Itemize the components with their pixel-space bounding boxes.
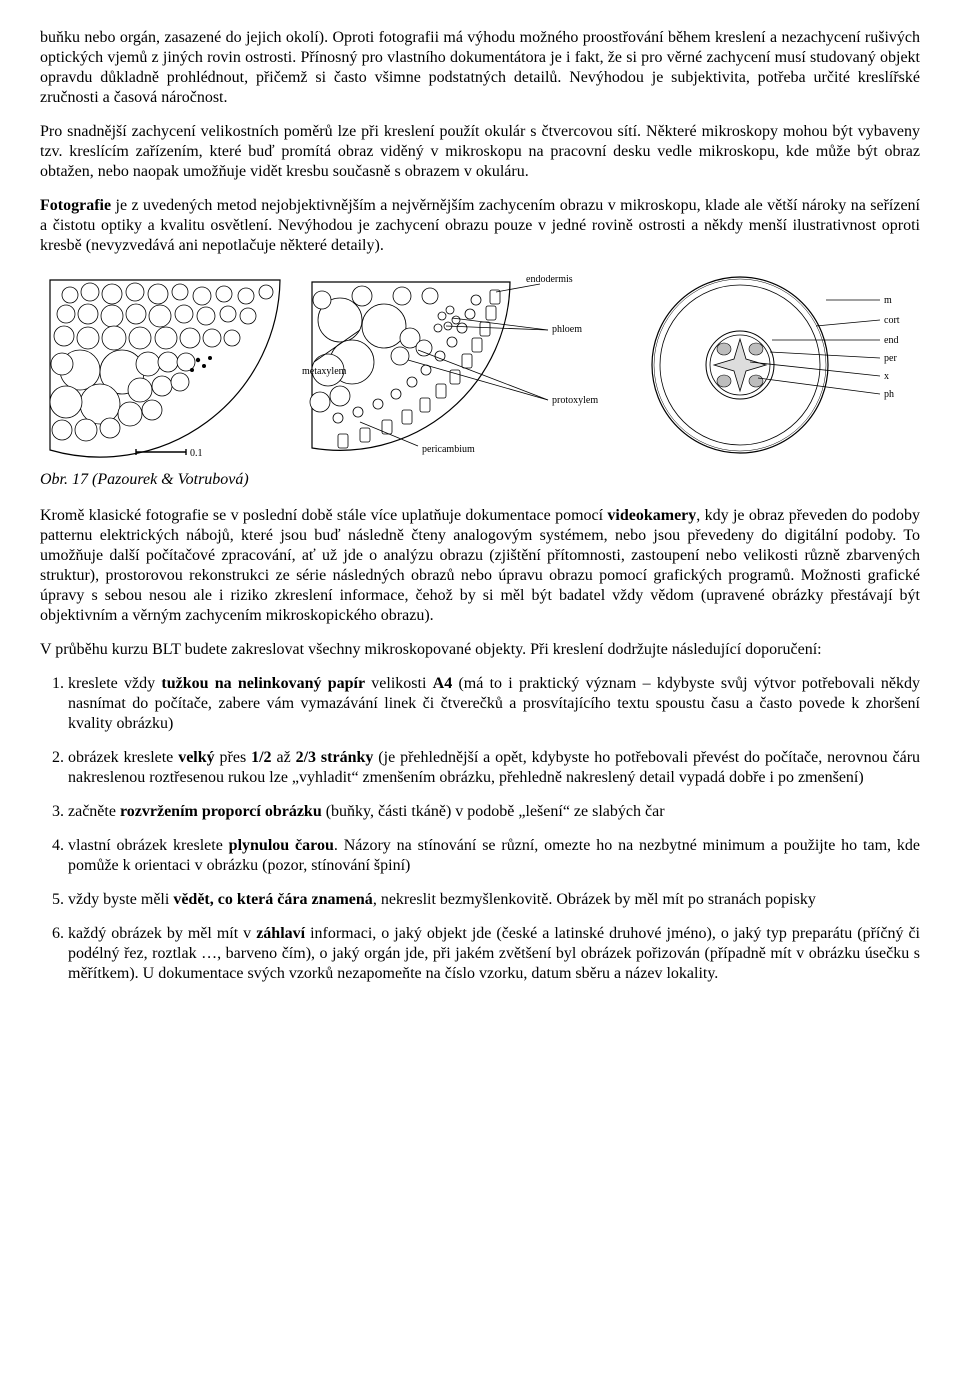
li2-c: přes <box>215 749 251 766</box>
li3-c: (buňky, části tkáně) v podobě „lešení“ z… <box>322 803 665 820</box>
list-item-5: vždy byste měli vědět, co která čára zna… <box>68 890 920 910</box>
li1-b: tužkou na nelinkovaný papír <box>161 675 365 692</box>
li1-c: velikosti <box>365 675 433 692</box>
label-m: m <box>884 295 892 306</box>
label-metaxylem: metaxylem <box>302 366 347 377</box>
label-x: x <box>884 371 889 382</box>
label-ph: ph <box>884 389 894 400</box>
figure-right: m cort end per x ph <box>630 270 920 460</box>
li2-f: 2/3 stránky <box>296 749 374 766</box>
li3-a: začněte <box>68 803 120 820</box>
label-protoxylem: protoxylem <box>552 395 598 406</box>
label-per: per <box>884 353 897 364</box>
figure-middle: endodermis phloem metaxylem pericambium … <box>300 270 620 460</box>
list-item-4: vlastní obrázek kreslete plynulou čarou.… <box>68 836 920 876</box>
li2-a: obrázek kreslete <box>68 749 178 766</box>
li5-a: vždy byste měli <box>68 891 173 908</box>
li2-e: až <box>272 749 296 766</box>
figure-caption: Obr. 17 (Pazourek & Votrubová) <box>40 470 920 490</box>
paragraph-5: V průběhu kurzu BLT budete zakreslovat v… <box>40 640 920 660</box>
paragraph-1: buňku nebo orgán, zasazené do jejich oko… <box>40 28 920 108</box>
figure-left: 0.1 <box>40 270 290 460</box>
para4-b: , kdy je obraz převeden do podoby patter… <box>40 507 920 624</box>
li2-d: 1/2 <box>251 749 271 766</box>
scale-label: 0.1 <box>190 448 203 459</box>
para4-a: Kromě klasické fotografie se v poslední … <box>40 507 607 524</box>
instruction-list: kreslete vždy tužkou na nelinkovaný papí… <box>40 674 920 984</box>
label-endodermis: endodermis <box>526 274 573 285</box>
li2-b: velký <box>178 749 214 766</box>
li1-d: A4 <box>433 675 453 692</box>
li5-b: vědět, co která čára znamená <box>173 891 373 908</box>
li5-c: , nekreslit bezmyšlenkovitě. Obrázek by … <box>373 891 816 908</box>
bold-fotografie: Fotografie <box>40 197 111 214</box>
list-item-3: začněte rozvržením proporcí obrázku (buň… <box>68 802 920 822</box>
para3-rest: je z uvedených metod nejobjektivnějším a… <box>40 197 920 254</box>
bold-videokamery: videokamery <box>607 507 696 524</box>
li4-a: vlastní obrázek kreslete <box>68 837 229 854</box>
paragraph-4: Kromě klasické fotografie se v poslední … <box>40 506 920 626</box>
li1-a: kreslete vždy <box>68 675 161 692</box>
paragraph-3: Fotografie je z uvedených metod nejobjek… <box>40 196 920 256</box>
label-cort: cort <box>884 315 900 326</box>
li4-b: plynulou čarou <box>229 837 334 854</box>
li6-a: každý obrázek by měl mít v <box>68 925 256 942</box>
list-item-1: kreslete vždy tužkou na nelinkovaný papí… <box>68 674 920 734</box>
paragraph-2: Pro snadnější zachycení velikostních pom… <box>40 122 920 182</box>
figure-row: 0.1 <box>40 270 920 460</box>
li6-b: záhlaví <box>256 925 305 942</box>
label-phloem: phloem <box>552 324 582 335</box>
li3-b: rozvržením proporcí obrázku <box>120 803 322 820</box>
label-pericambium: pericambium <box>422 444 475 455</box>
list-item-2: obrázek kreslete velký přes 1/2 až 2/3 s… <box>68 748 920 788</box>
list-item-6: každý obrázek by měl mít v záhlaví infor… <box>68 924 920 984</box>
label-end: end <box>884 335 898 346</box>
